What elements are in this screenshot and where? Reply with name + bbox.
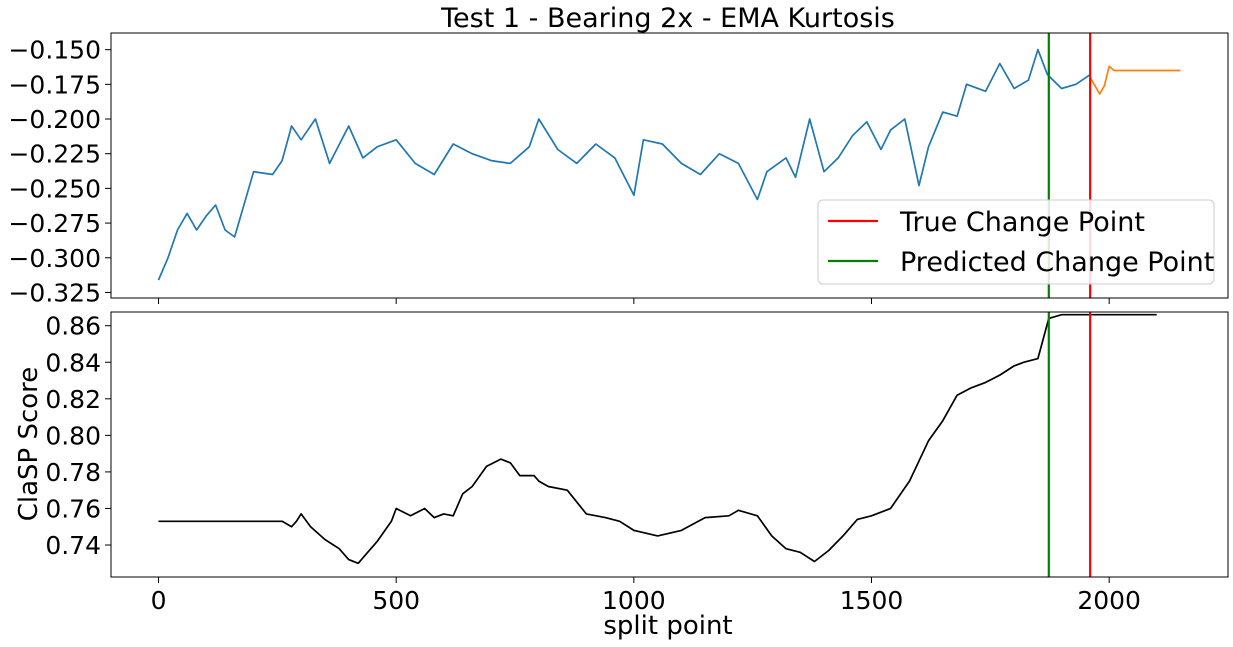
y-axis-label-bottom: ClaSP Score [14,367,44,522]
panel1-ytick-label: 0.82 [45,385,101,414]
panel0-ytick-label: −0.175 [8,70,101,99]
xtick-label: 1000 [602,586,666,615]
panel0-series-0-line [157,48,1091,281]
xtick-label: 500 [372,586,420,615]
panel0-frame [110,32,1229,299]
panel1-ytick-label: 0.78 [45,458,101,487]
panel1-ytick-label: 0.76 [45,494,101,523]
legend-label-1: Predicted Change Point [900,247,1214,278]
xtick-label: 1500 [840,586,904,615]
panel0-ytick-label: −0.250 [8,174,101,203]
legend-box [817,199,1215,285]
legend-label-0: True Change Point [899,207,1145,238]
panel0-ytick-label: −0.325 [8,278,101,307]
panel1-series-0-line [158,313,1157,565]
panel0-series-1-line [1089,65,1181,95]
x-axis-label: split point [603,611,732,641]
panel0-ytick-label: −0.275 [8,209,101,238]
panel0-ytick-label: −0.150 [8,36,101,65]
xtick-label: 0 [151,586,167,615]
panel1-ytick-label: 0.74 [45,531,101,560]
xtick-label: 2000 [1077,586,1141,615]
panel0-ytick-label: −0.200 [8,105,101,134]
panel1-ytick-label: 0.80 [45,421,101,450]
panel0-ytick-label: −0.300 [8,244,101,273]
top-chart-title: Test 1 - Bearing 2x - EMA Kurtosis [440,3,895,34]
panel1-frame [110,311,1229,578]
panel1-ytick-label: 0.84 [45,348,101,377]
panel1-ytick-label: 0.86 [45,312,101,341]
panel0-ytick-label: −0.225 [8,140,101,169]
